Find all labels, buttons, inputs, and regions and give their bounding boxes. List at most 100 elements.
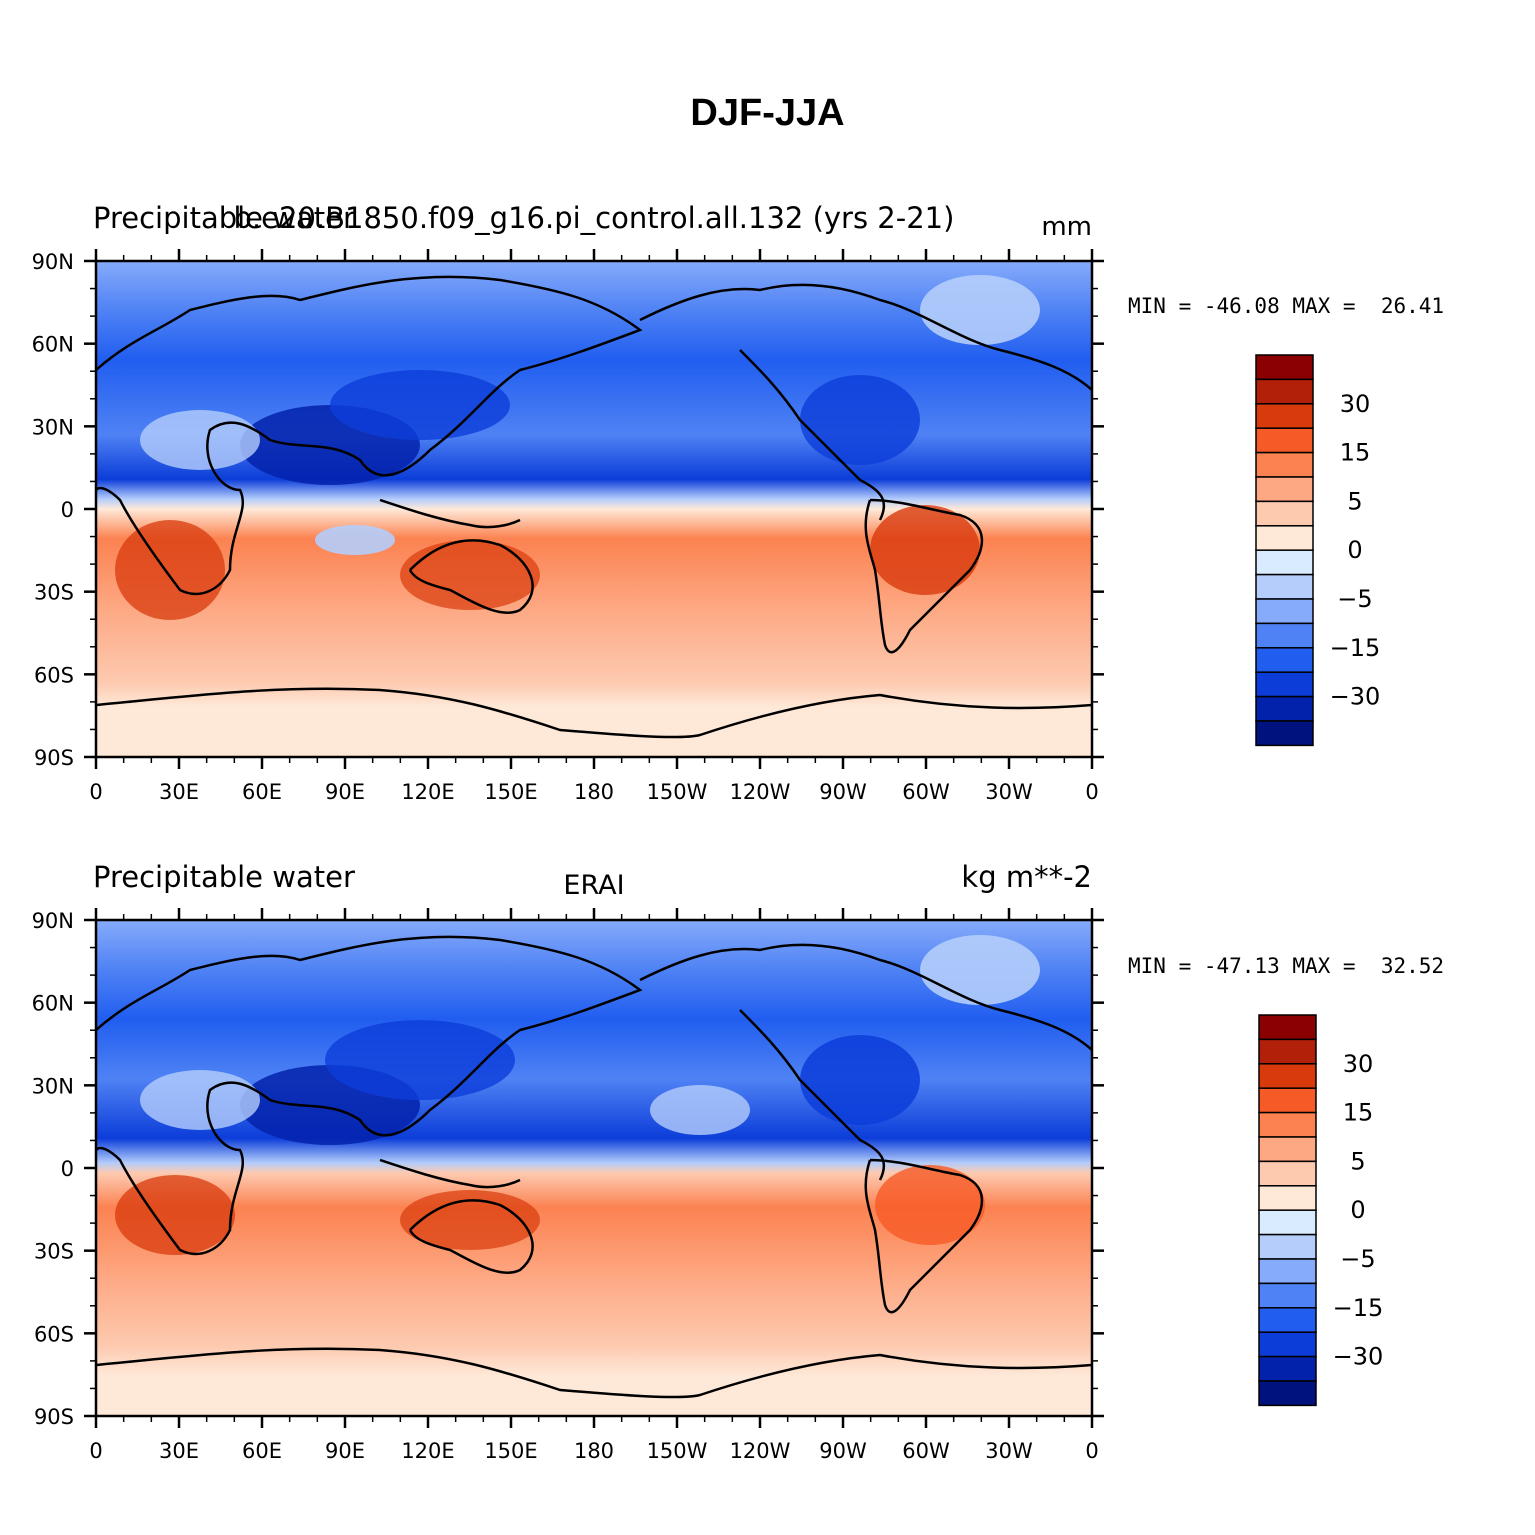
colorbar-box (1255, 427, 1314, 454)
colorbar-box (1258, 1331, 1317, 1358)
lat-tick-label: 60S (34, 663, 74, 687)
colorbar-box (1255, 476, 1314, 503)
lon-tick-label: 150E (484, 780, 537, 804)
lon-tick-label: 30E (159, 1439, 199, 1463)
lon-tick-label: 120W (730, 1439, 791, 1463)
lon-tick-label: 90E (325, 1439, 365, 1463)
colorbar-box (1258, 1307, 1317, 1333)
panel-model: 90N 60N 30N 0 30S 60S 90S 0 30E 60E 90E 120E 150E 180… (32, 201, 1104, 804)
colorbar-box (1258, 1185, 1317, 1211)
lat-tick-label: 30N (32, 415, 74, 439)
colorbar-box (1258, 1355, 1317, 1382)
lat-tick-label: 90S (34, 746, 74, 770)
colorbar-label: −5 (1337, 585, 1372, 613)
lon-tick-label: 0 (1085, 1439, 1098, 1463)
colorbar-label: −30 (1330, 683, 1381, 711)
lon-tick-label: 150W (647, 780, 708, 804)
colorbar-box (1258, 1014, 1317, 1041)
anomaly-africa-south (115, 520, 225, 620)
lat-tick-label: 30N (32, 1074, 74, 1098)
colorbar-box (1258, 1087, 1317, 1114)
left-label: Precipitable water (93, 201, 355, 235)
colorbar-box (1258, 1136, 1317, 1163)
center-label: ERAI (563, 870, 624, 901)
anomaly-central-pacific (650, 1085, 750, 1135)
colorbar-box (1255, 573, 1314, 600)
min-max-label: MIN = -46.08 MAX = 26.41 (1128, 294, 1445, 318)
colorbar-label: 5 (1347, 487, 1362, 515)
lon-tick-label: 150E (484, 1439, 537, 1463)
lon-tick-label: 150W (647, 1439, 708, 1463)
anomaly-greenland (920, 275, 1040, 345)
colorbar-box (1255, 549, 1314, 576)
panel-erai: 90N 60N 30N 0 30S 60S 90S 0 30E 60E 90E 120E 150E 180… (32, 860, 1104, 1463)
lon-tick-label: 30W (985, 1439, 1033, 1463)
colorbar-box (1258, 1063, 1317, 1089)
center-label: b.e20.B1850.f09_g16.pi_control.all.132 (… (234, 201, 955, 235)
colorbar-label: 0 (1350, 1196, 1365, 1224)
lat-tick-label: 0 (61, 1157, 74, 1181)
anomaly-sahara (140, 1070, 260, 1130)
anomaly-south-america (870, 505, 980, 595)
colorbar-box (1258, 1258, 1317, 1285)
lon-tick-label: 0 (1085, 780, 1098, 804)
anomaly-australia (400, 540, 540, 610)
anomaly-indian-ocean (315, 525, 395, 555)
coastlines (96, 935, 1092, 1399)
colorbar-box (1255, 647, 1314, 673)
lat-tick-label: 90N (32, 909, 74, 933)
anomaly-na-east (800, 1035, 920, 1125)
min-max-label: MIN = -47.13 MAX = 32.52 (1128, 954, 1445, 978)
lon-tick-label: 90W (819, 780, 867, 804)
colorbar-box (1258, 1209, 1317, 1236)
colorbar-box (1258, 1038, 1317, 1065)
colorbar-box (1255, 354, 1314, 381)
colorbar-label: 15 (1343, 1099, 1374, 1127)
lon-tick-label: 30W (985, 780, 1033, 804)
colorbar-box (1258, 1380, 1317, 1407)
map-area (96, 261, 1092, 757)
colorbar-box (1255, 671, 1314, 698)
lon-tick-label: 60E (242, 1439, 282, 1463)
right-label: mm (1041, 212, 1092, 242)
colorbar-box (1255, 598, 1314, 625)
lon-tick-label: 0 (89, 780, 102, 804)
colorbar-box (1255, 378, 1314, 405)
colorbar-label: 0 (1347, 536, 1362, 564)
lon-tick-label: 120W (730, 780, 791, 804)
lat-tick-label: 90S (34, 1405, 74, 1429)
colorbar-label: 15 (1340, 439, 1371, 467)
colorbar: 30 15 5 0 −5 −15 −30 (1255, 354, 1381, 747)
colorbar-label: −5 (1340, 1245, 1375, 1273)
axis-ticks: 90N 60N 30N 0 30S 60S 90S 0 30E 60E 90E 120E 150E 180… (32, 908, 1104, 1463)
lon-tick-label: 60W (902, 1439, 950, 1463)
colorbar-box (1255, 695, 1314, 722)
colorbar-label: −15 (1330, 634, 1381, 662)
lat-tick-label: 60N (32, 333, 74, 357)
lon-tick-label: 60E (242, 780, 282, 804)
lat-tick-label: 60N (32, 992, 74, 1016)
lon-tick-label: 180 (574, 1439, 614, 1463)
lat-tick-label: 30S (34, 1240, 74, 1264)
colorbar-box (1258, 1282, 1317, 1309)
map-area (96, 920, 1092, 1416)
anomaly-africa-south (115, 1175, 235, 1255)
anomaly-greenland (920, 935, 1040, 1005)
lon-tick-label: 90W (819, 1439, 867, 1463)
lon-tick-label: 30E (159, 780, 199, 804)
lon-tick-label: 180 (574, 780, 614, 804)
right-label: kg m**-2 (961, 860, 1092, 894)
colorbar-box (1255, 500, 1314, 527)
colorbar-box (1255, 525, 1314, 551)
lon-tick-label: 0 (89, 1439, 102, 1463)
lat-tick-label: 90N (32, 250, 74, 274)
anomaly-nw-pacific (325, 1020, 515, 1100)
colorbar-label: 30 (1340, 390, 1371, 418)
anomaly-australia (400, 1190, 540, 1250)
colorbar-label: −30 (1333, 1343, 1384, 1371)
colorbar-box (1258, 1111, 1317, 1138)
colorbar: 30 15 5 0 −5 −15 −30 (1258, 1014, 1384, 1407)
lon-tick-label: 120E (401, 780, 454, 804)
colorbar-box (1258, 1160, 1317, 1187)
coastlines (96, 275, 1092, 739)
